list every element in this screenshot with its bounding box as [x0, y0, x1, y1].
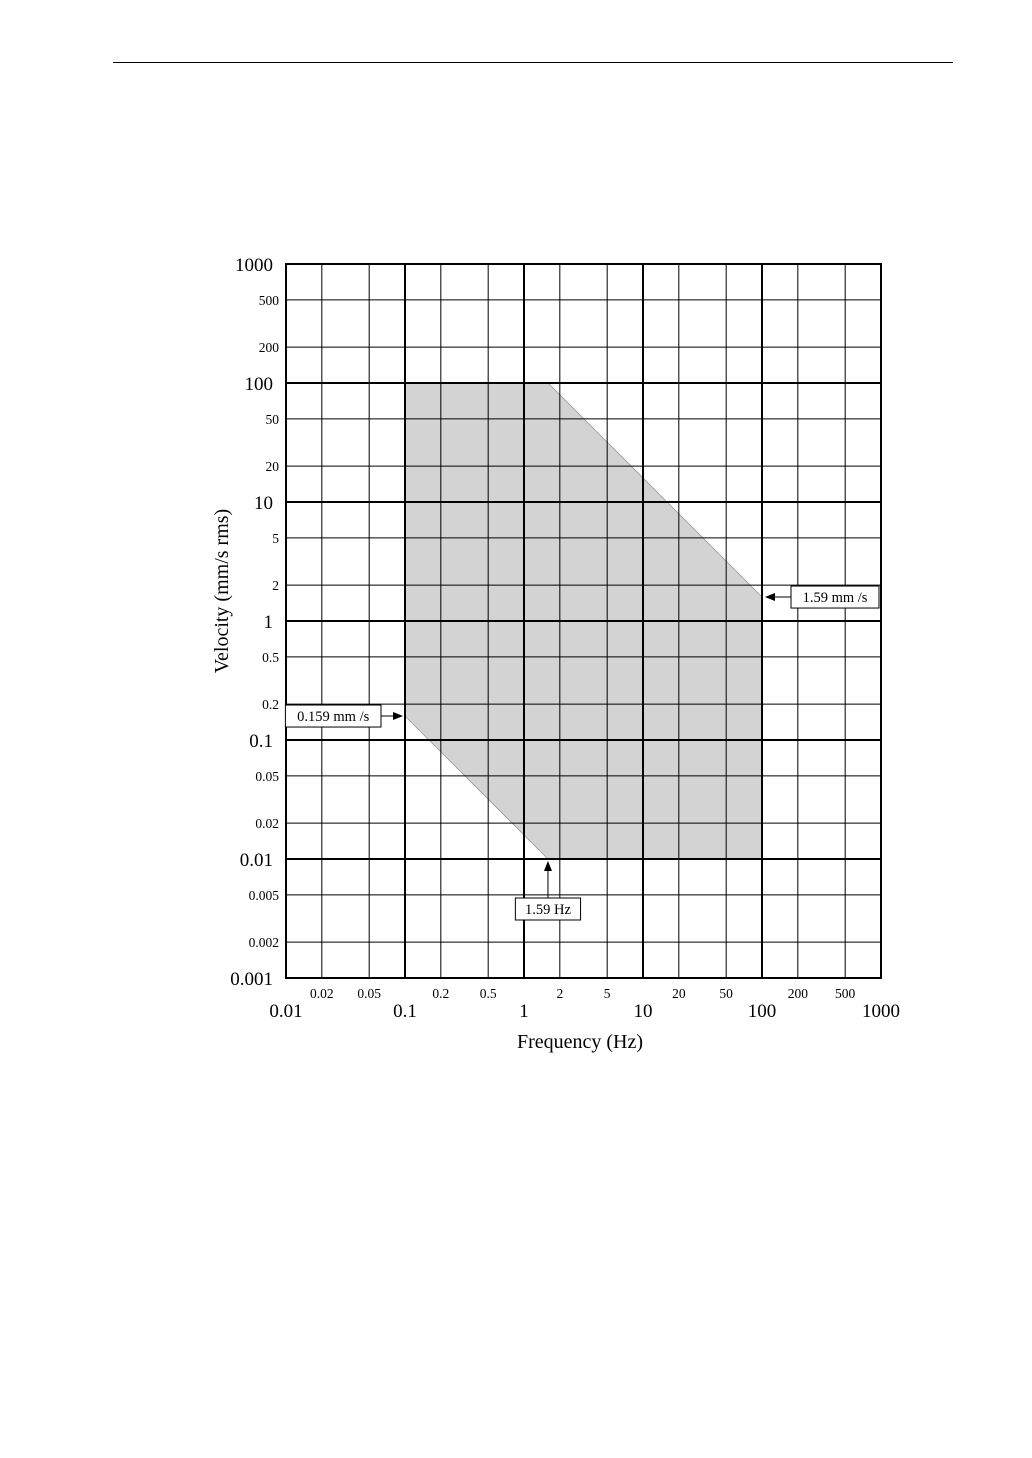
x-tick-label-major: 10 — [634, 1001, 653, 1022]
y-tick-label-minor: 0.002 — [249, 935, 279, 950]
y-tick-label-major: 100 — [245, 374, 274, 395]
y-tick-label-major: 0.01 — [240, 850, 273, 871]
y-tick-label-minor: 50 — [266, 412, 280, 427]
x-tick-label-major: 0.1 — [393, 1001, 417, 1022]
y-tick-label-major: 1000 — [235, 255, 273, 276]
x-tick-label-minor: 200 — [788, 986, 809, 1001]
y-tick-label-major: 10 — [254, 493, 273, 514]
y-tick-label-minor: 5 — [272, 531, 279, 546]
y-tick-label-minor: 0.05 — [255, 769, 279, 784]
x-tick-label-minor: 0.02 — [310, 986, 334, 1001]
x-tick-label-major: 100 — [748, 1001, 777, 1022]
y-tick-label-major: 1 — [264, 612, 274, 633]
x-tick-label-minor: 0.5 — [480, 986, 497, 1001]
x-tick-label-minor: 5 — [604, 986, 611, 1001]
x-tick-label-major: 1000 — [862, 1001, 900, 1022]
header-rule — [113, 62, 953, 63]
x-tick-label-minor: 500 — [835, 986, 856, 1001]
x-tick-label-minor: 2 — [556, 986, 563, 1001]
y-axis-label: Velocity (mm/s rms) — [211, 509, 233, 673]
x-tick-label-minor: 50 — [719, 986, 733, 1001]
y-tick-label-minor: 0.005 — [249, 888, 280, 903]
callout-label: 1.59 mm /s — [803, 590, 868, 606]
grid-layer — [285, 263, 882, 979]
y-tick-label-minor: 2 — [272, 578, 279, 593]
x-tick-label-major: 0.01 — [269, 1001, 302, 1022]
x-tick-label-minor: 0.05 — [357, 986, 381, 1001]
plot-frame-layer — [285, 263, 882, 979]
y-tick-label-minor: 0.2 — [262, 697, 279, 712]
x-tick-label-major: 1 — [519, 1001, 529, 1022]
y-tick-label-major: 0.001 — [230, 969, 273, 990]
y-tick-label-minor: 0.5 — [262, 650, 279, 665]
y-tick-label-minor: 200 — [259, 340, 280, 355]
y-tick-label-major: 0.1 — [249, 731, 273, 752]
x-axis-label: Frequency (Hz) — [517, 1031, 643, 1053]
annotations-layer: 1.59 mm /s 0.159 mm /s 1.59 Hz — [284, 585, 880, 921]
plot-frame — [285, 263, 882, 979]
callout-label: 1.59 Hz — [525, 902, 571, 918]
y-tick-label-minor: 0.02 — [255, 816, 279, 831]
y-tick-label-minor: 20 — [266, 459, 280, 474]
x-tick-label-minor: 20 — [672, 986, 686, 1001]
callout-label: 0.159 mm /s — [297, 709, 369, 725]
y-tick-label-minor: 500 — [259, 293, 280, 308]
x-tick-label-minor: 0.2 — [432, 986, 449, 1001]
